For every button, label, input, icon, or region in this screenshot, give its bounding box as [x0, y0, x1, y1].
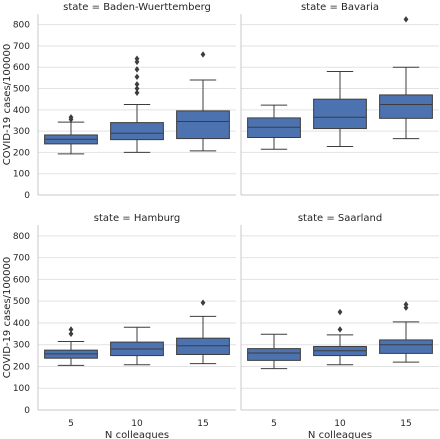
outlier-point: [134, 89, 140, 96]
outlier-point: [68, 330, 74, 338]
box: [176, 337, 230, 356]
x-tick-label: 10: [131, 419, 143, 429]
y-tick-label: 500: [13, 85, 30, 95]
outlier-point: [337, 308, 343, 316]
facet-title: state = Baden-Wuerttemberg: [63, 2, 211, 13]
outlier-point: [337, 326, 343, 333]
x-tick-label: 5: [271, 419, 277, 429]
outlier-point: [68, 326, 74, 333]
y-tick-label: 700: [13, 254, 30, 264]
y-tick-label: 600: [13, 275, 30, 285]
x-axis-label: N colleagues: [308, 430, 372, 439]
outlier-point: [403, 16, 409, 23]
y-tick-label: 0: [24, 191, 30, 201]
y-axis-label: COVID-19 cases/100000: [2, 257, 13, 378]
box: [379, 94, 433, 119]
box: [247, 348, 301, 361]
y-tick-label: 300: [13, 127, 30, 137]
facet-title: state = Bavaria: [301, 2, 379, 13]
y-tick-label: 200: [13, 148, 30, 158]
outlier-point: [68, 114, 74, 121]
outlier-point: [134, 85, 140, 92]
x-tick-label: 15: [197, 419, 208, 429]
outlier-point: [134, 81, 140, 88]
outlier-point: [403, 301, 409, 308]
facet-title: state = Hamburg: [94, 213, 180, 224]
box: [379, 339, 433, 354]
x-tick-label: 15: [400, 419, 411, 429]
y-tick-label: 800: [13, 232, 30, 242]
outlier-point: [134, 73, 140, 81]
box: [176, 110, 230, 140]
outlier-point: [200, 299, 206, 306]
y-tick-label: 400: [13, 319, 30, 329]
y-tick-label: 0: [24, 406, 30, 416]
outlier-point: [134, 55, 140, 62]
y-tick-label: 800: [13, 21, 30, 31]
outlier-point: [200, 51, 206, 58]
outlier-point: [134, 66, 140, 73]
x-tick-label: 10: [334, 419, 346, 429]
y-tick-label: 400: [13, 106, 30, 116]
y-tick-label: 700: [13, 42, 30, 52]
y-tick-label: 300: [13, 341, 30, 351]
x-axis-label: N colleagues: [105, 430, 169, 439]
outlier-point: [403, 304, 409, 311]
box: [313, 98, 367, 130]
y-tick-label: 200: [13, 362, 30, 372]
y-tick-label: 500: [13, 297, 30, 307]
y-tick-label: 600: [13, 63, 30, 73]
facet-title: state = Saarland: [298, 213, 382, 224]
y-tick-label: 100: [13, 384, 30, 394]
x-tick-label: 5: [68, 419, 74, 429]
y-tick-label: 100: [13, 170, 30, 180]
box: [110, 122, 164, 141]
y-axis-label: COVID-19 cases/100000: [2, 44, 13, 165]
